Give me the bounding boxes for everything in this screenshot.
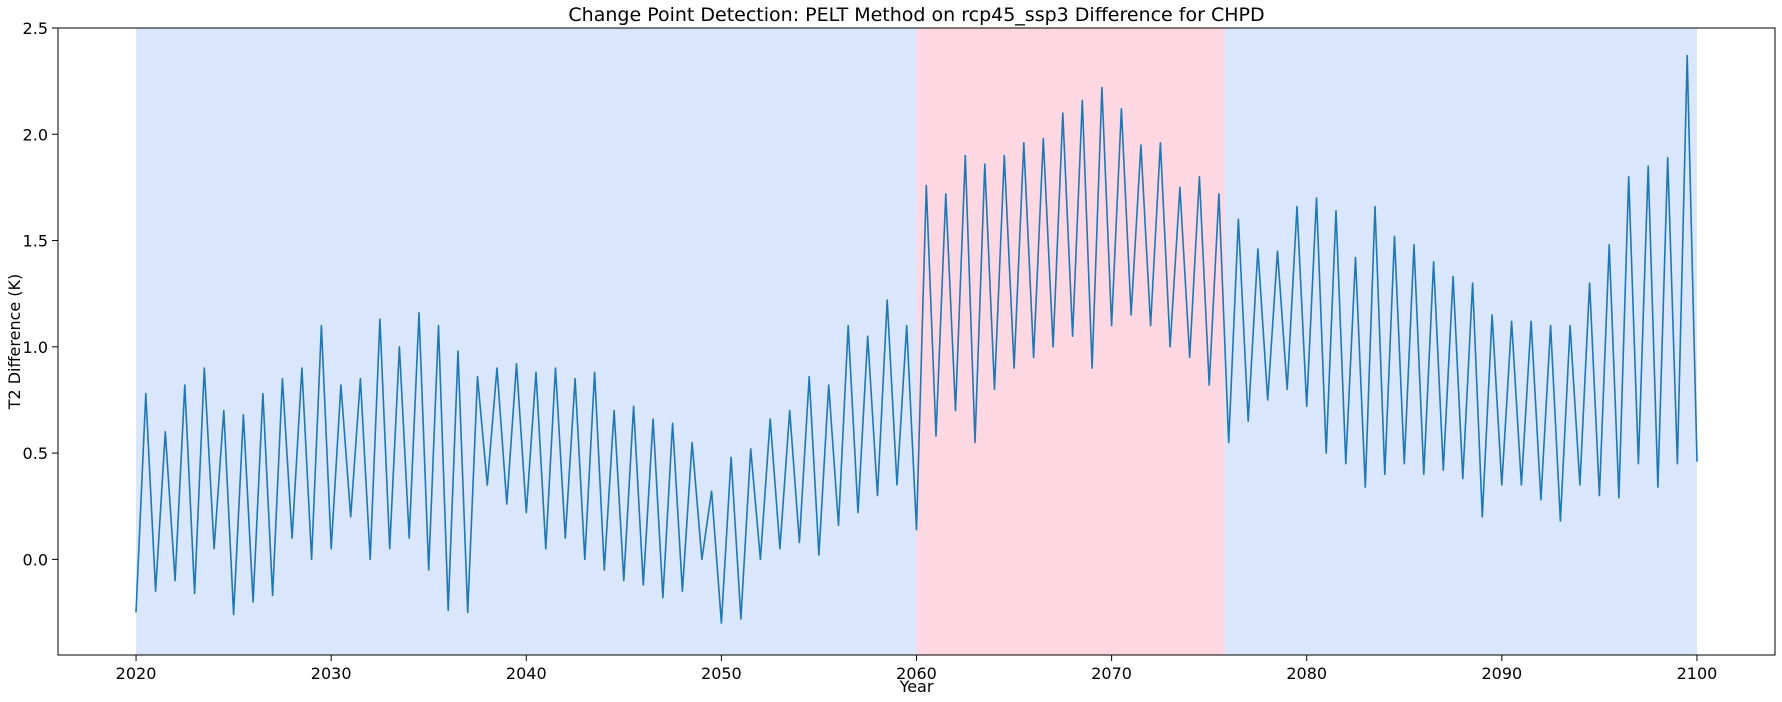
x-tick-label: 2100 bbox=[1677, 664, 1718, 683]
x-tick-label: 2040 bbox=[506, 664, 547, 683]
chart-title: Change Point Detection: PELT Method on r… bbox=[568, 4, 1264, 26]
y-tick-label: 2.0 bbox=[23, 125, 48, 144]
segment-band-1 bbox=[136, 28, 917, 655]
x-tick-label: 2080 bbox=[1286, 664, 1327, 683]
y-tick-label: 1.5 bbox=[23, 232, 48, 251]
x-tick-label: 2090 bbox=[1481, 664, 1522, 683]
change-point-segments bbox=[136, 28, 1697, 655]
segment-band-3 bbox=[1224, 28, 1697, 655]
segment-band-2 bbox=[916, 28, 1225, 655]
y-tick-label: 2.5 bbox=[23, 19, 48, 38]
x-axis: 2020 2030 2040 2050 2060 2070 2080 2090 2100 bbox=[116, 655, 1718, 683]
x-tick-label: 2030 bbox=[311, 664, 352, 683]
series-layer bbox=[135, 54, 1698, 624]
y-tick-label: 0.0 bbox=[23, 550, 48, 569]
y-tick-label: 0.5 bbox=[23, 444, 48, 463]
y-axis: 0.0 0.5 1.0 1.5 2.0 2.5 bbox=[23, 19, 58, 569]
x-axis-label: Year bbox=[899, 677, 934, 696]
y-axis-label: T2 Difference (K) bbox=[5, 274, 24, 411]
x-tick-label: 2070 bbox=[1091, 664, 1132, 683]
series-line-1 bbox=[135, 54, 1698, 624]
x-tick-label: 2060 bbox=[896, 664, 937, 683]
x-tick-label: 2050 bbox=[701, 664, 742, 683]
x-tick-label: 2020 bbox=[116, 664, 157, 683]
y-tick-label: 1.0 bbox=[23, 338, 48, 357]
